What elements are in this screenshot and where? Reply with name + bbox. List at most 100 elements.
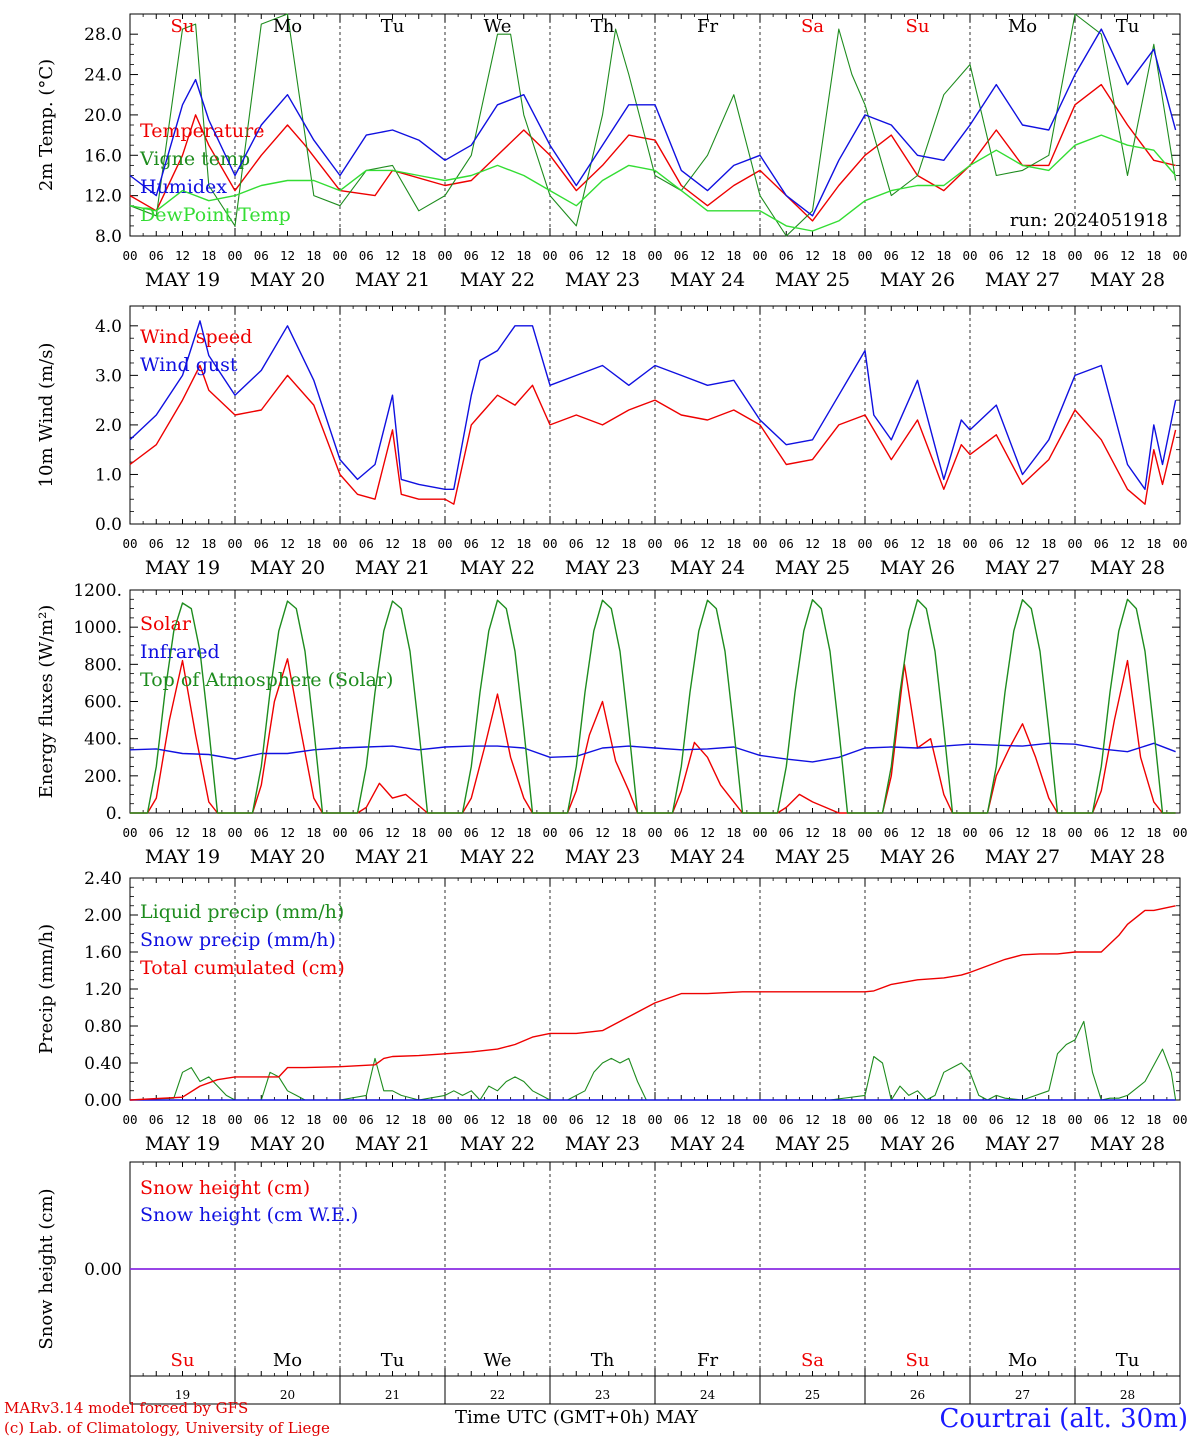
date-label: MAY 24 [670, 557, 745, 579]
hour-tick-label: 00 [962, 536, 977, 551]
y-tick-label: 600. [84, 693, 122, 713]
date-label: MAY 25 [775, 269, 850, 291]
hour-tick-label: 00 [1067, 1112, 1082, 1127]
day-abbr-bottom: Su [171, 1350, 195, 1371]
y-tick-label: 0.00 [84, 1260, 122, 1280]
day-abbr-bottom: Th [591, 1350, 615, 1371]
hour-tick-label: 06 [359, 536, 374, 551]
y-tick-label: 2.40 [84, 869, 122, 889]
date-label: MAY 23 [565, 557, 640, 579]
hour-tick-label: 18 [621, 248, 636, 263]
y-tick-label: 1.20 [84, 980, 122, 1000]
date-label: MAY 28 [1090, 557, 1165, 579]
hour-tick-label: 06 [884, 1112, 899, 1127]
y-tick-label: 800. [84, 655, 122, 675]
hour-tick-label: 18 [306, 536, 321, 551]
lab-credit: (c) Lab. of Climatology, University of L… [4, 1419, 330, 1437]
legend-entry: Temperature [140, 120, 264, 142]
hour-tick-label: 18 [726, 825, 741, 840]
y-tick-label: 1.0 [95, 465, 122, 485]
hour-tick-label: 06 [884, 825, 899, 840]
hour-tick-label: 18 [936, 825, 951, 840]
hour-tick-label: 00 [647, 248, 662, 263]
hour-tick-label: 12 [385, 825, 400, 840]
hour-tick-label: 06 [254, 248, 269, 263]
hour-tick-label: 06 [149, 536, 164, 551]
hour-tick-label: 06 [149, 248, 164, 263]
hour-tick-label: 18 [1146, 1112, 1161, 1127]
hour-tick-label: 00 [542, 825, 557, 840]
hour-tick-label: 00 [857, 248, 872, 263]
hour-tick-label: 06 [1094, 248, 1109, 263]
day-abbr-top: Mo [273, 16, 302, 37]
panel-temp: 8.0 12.0 16.0 20.0 24.0 28.0 2m Temp. (°C) Temp… [36, 13, 1188, 291]
hour-tick-label: 00 [647, 1112, 662, 1127]
date-label: MAY 23 [565, 269, 640, 291]
hour-tick-label: 00 [1172, 825, 1187, 840]
series-line-temp-3 [129, 134, 1177, 232]
hour-tick-label: 12 [595, 825, 610, 840]
legend-entry: Wind gust [140, 354, 238, 376]
legend-entry: Wind speed [140, 326, 252, 348]
hour-tick-label: 12 [385, 536, 400, 551]
hour-tick-label: 06 [254, 536, 269, 551]
hour-tick-label: 00 [437, 248, 452, 263]
hour-tick-label: 12 [1015, 536, 1030, 551]
hour-tick-label: 00 [227, 825, 242, 840]
hour-tick-label: 12 [175, 536, 190, 551]
station-label: Courtrai (alt. 30m) [939, 1404, 1189, 1434]
hour-tick-label: 12 [385, 1112, 400, 1127]
hour-tick-label: 18 [1041, 825, 1056, 840]
hour-tick-label: 06 [254, 1112, 269, 1127]
hour-tick-label: 12 [385, 248, 400, 263]
date-label: MAY 20 [250, 846, 325, 868]
date-label: MAY 26 [880, 269, 955, 291]
date-label: MAY 26 [880, 1133, 955, 1155]
legend-entry: Vigne temp [139, 148, 250, 170]
legend-entry: Liquid precip (mm/h) [140, 901, 344, 923]
series-line-energy-1 [129, 742, 1176, 763]
legend-entry: Snow height (cm) [140, 1177, 310, 1199]
hour-tick-label: 18 [411, 1112, 426, 1127]
hour-tick-label: 12 [175, 248, 190, 263]
series-line-wind-0 [129, 364, 1177, 505]
hour-tick-label: 06 [779, 1112, 794, 1127]
hour-tick-label: 00 [437, 536, 452, 551]
date-label: MAY 27 [985, 557, 1060, 579]
hour-tick-label: 12 [805, 536, 820, 551]
hour-tick-label: 06 [674, 825, 689, 840]
date-label: MAY 19 [145, 846, 220, 868]
panel-snow: 0.00 Snow height (cm) Snow height (cm) Snow… [36, 1161, 1181, 1377]
legend-entry: Humidex [140, 176, 227, 198]
series-line-temp-0 [129, 83, 1176, 222]
hour-tick-label: 00 [227, 536, 242, 551]
hour-tick-label: 06 [884, 248, 899, 263]
hour-tick-label: 00 [752, 1112, 767, 1127]
y-tick-label: 0.40 [84, 1054, 122, 1074]
hour-tick-label: 18 [1146, 825, 1161, 840]
day-abbr-bottom: We [484, 1350, 512, 1371]
hour-tick-label: 06 [569, 536, 584, 551]
y-tick-label: 2.0 [95, 416, 122, 436]
day-abbr-top: We [484, 16, 512, 37]
hour-tick-label: 00 [857, 536, 872, 551]
series-line-wind-1 [129, 320, 1177, 490]
legend-entry: Snow precip (mm/h) [140, 929, 336, 951]
hour-tick-label: 18 [201, 536, 216, 551]
series-line-precip-2 [129, 905, 1176, 1101]
hour-tick-label: 12 [280, 1112, 295, 1127]
series-line-energy-2 [130, 598, 1176, 814]
y-tick-label: 12.0 [84, 187, 122, 207]
date-label: MAY 25 [775, 1133, 850, 1155]
y-tick-label: 16.0 [84, 146, 122, 166]
date-label: MAY 21 [355, 1133, 430, 1155]
date-label: MAY 28 [1090, 846, 1165, 868]
day-abbr-top: Mo [1008, 16, 1037, 37]
hour-tick-label: 00 [1172, 1112, 1187, 1127]
hour-tick-label: 18 [201, 825, 216, 840]
hour-tick-label: 12 [175, 1112, 190, 1127]
y-tick-label: 1000. [73, 618, 122, 638]
day-abbr-top: Sa [801, 16, 824, 37]
date-label: MAY 19 [145, 1133, 220, 1155]
hour-tick-label: 12 [700, 1112, 715, 1127]
